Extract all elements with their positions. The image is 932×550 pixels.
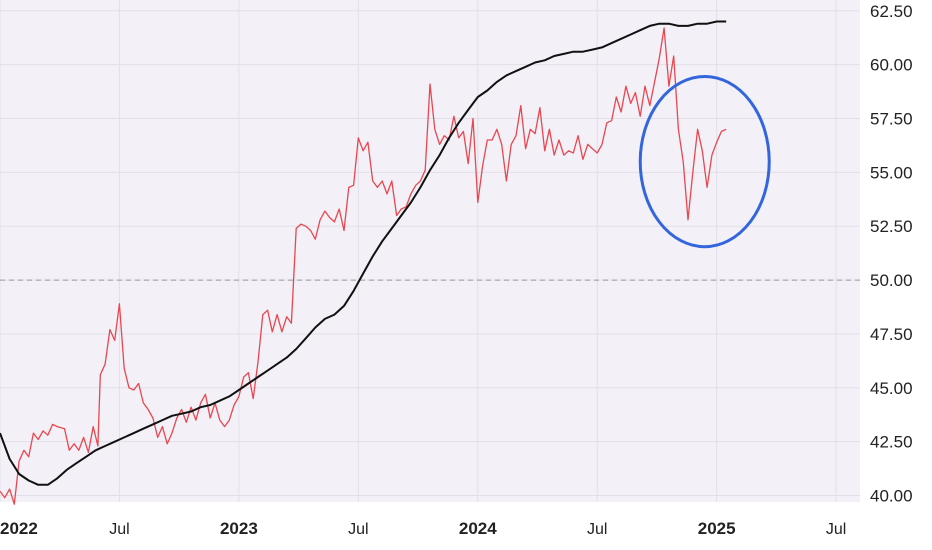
y-tick-label: 45.00 [870,379,913,398]
series-line-0 [0,27,727,505]
grid [0,0,860,502]
x-tick-label: 2024 [459,519,497,538]
y-axis-ticks: 40.00 42.50 45.00 47.50 50.00 52.50 55.00 57.50… [870,2,913,506]
y-tick-label: 47.50 [870,325,913,344]
y-tick-label: 42.50 [870,433,913,452]
series-line-1 [0,20,727,486]
x-tick-label: 2025 [698,519,736,538]
y-tick-label: 55.00 [870,163,913,182]
y-tick-label: 57.50 [870,109,913,128]
y-tick-label: 60.00 [870,56,913,75]
x-tick-label: 2023 [220,519,258,538]
x-tick-label: 2022 [0,519,38,538]
y-tick-label: 62.50 [870,2,913,21]
x-tick-label: Jul [826,521,846,538]
x-axis-ticks: 2022 Jul 2023 Jul 2024 Jul 2025 Jul [0,519,846,538]
y-tick-label: 40.00 [870,487,913,506]
y-tick-label: 50.00 [870,271,913,290]
x-tick-label: Jul [587,521,607,538]
y-tick-label: 52.50 [870,217,913,236]
x-tick-label: Jul [348,521,368,538]
highlight-circle [638,74,771,249]
series-layer [0,20,727,505]
x-tick-label: Jul [109,521,129,538]
plot-background [0,0,860,502]
